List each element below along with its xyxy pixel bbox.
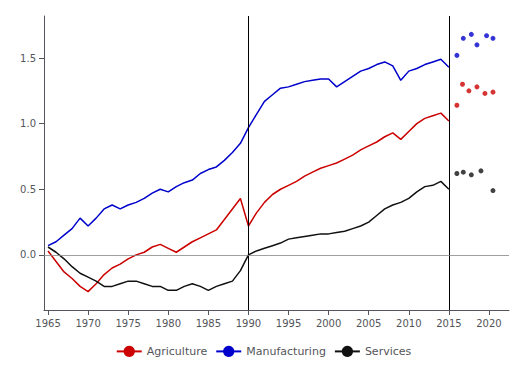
- svg-text:0.5: 0.5: [20, 184, 36, 195]
- svg-text:1975: 1975: [115, 318, 140, 329]
- svg-text:Manufacturing: Manufacturing: [246, 345, 326, 358]
- svg-text:2005: 2005: [356, 318, 381, 329]
- svg-text:1.0: 1.0: [20, 118, 36, 129]
- svg-text:2010: 2010: [396, 318, 421, 329]
- svg-text:1985: 1985: [196, 318, 221, 329]
- svg-text:1970: 1970: [75, 318, 100, 329]
- svg-text:1995: 1995: [276, 318, 301, 329]
- svg-text:1.5: 1.5: [20, 53, 36, 64]
- svg-text:Agriculture: Agriculture: [147, 345, 208, 358]
- svg-text:1980: 1980: [156, 318, 181, 329]
- svg-text:2020: 2020: [476, 318, 501, 329]
- svg-text:2015: 2015: [436, 318, 461, 329]
- svg-text:1965: 1965: [35, 318, 60, 329]
- svg-text:1990: 1990: [236, 318, 261, 329]
- svg-text:Services: Services: [365, 345, 412, 358]
- svg-text:2000: 2000: [316, 318, 341, 329]
- svg-text:0.0: 0.0: [20, 249, 36, 260]
